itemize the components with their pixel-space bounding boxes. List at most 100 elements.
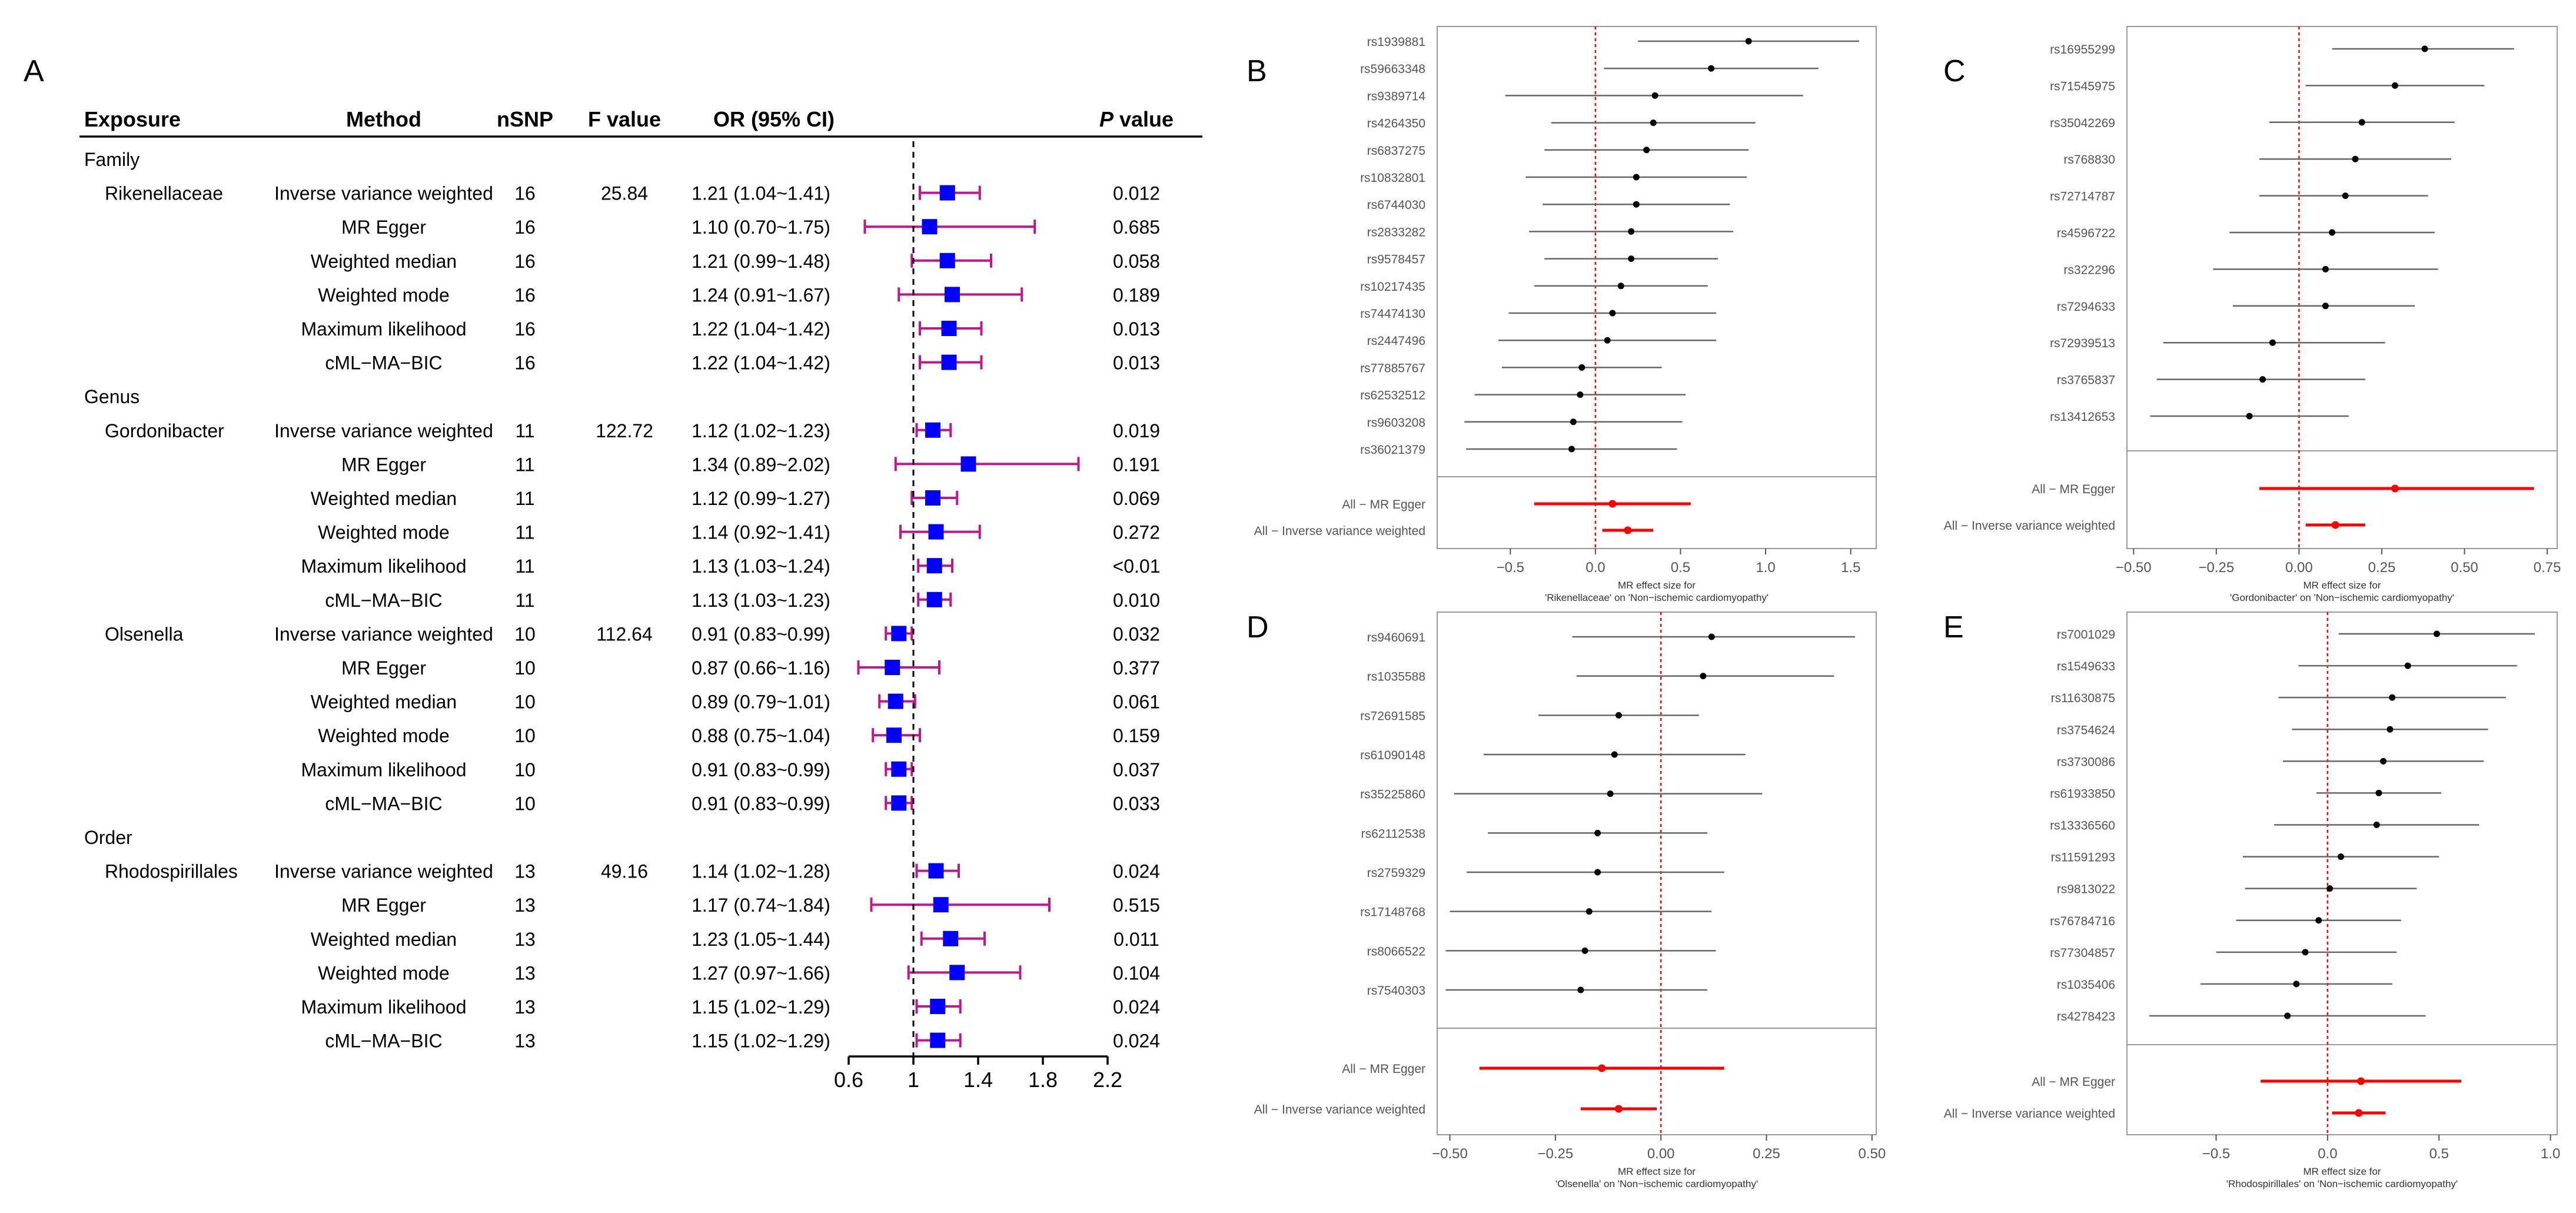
- x-tick-label: 0.0: [2318, 1146, 2337, 1162]
- summary-label: All − Inverse variance weighted: [1254, 524, 1425, 538]
- snp-point: [1611, 751, 1618, 758]
- nsnp-value: 10: [514, 623, 536, 644]
- nsnp-value: 13: [514, 996, 536, 1018]
- snp-point: [2293, 981, 2300, 988]
- or-ci-text: 1.12 (0.99~1.27): [692, 488, 830, 509]
- or-point: [891, 795, 907, 811]
- snp-label: rs9813022: [2057, 883, 2115, 896]
- snp-label: rs72714787: [2050, 190, 2115, 204]
- nsnp-value: 16: [514, 318, 536, 340]
- x-axis-title: MR effect size for: [1618, 1166, 1696, 1177]
- snp-label: rs71545975: [2050, 79, 2115, 93]
- or-ci-text: 0.88 (0.75~1.04): [692, 725, 830, 746]
- snp-label: rs17148768: [1360, 906, 1425, 919]
- x-tick-label: 2.2: [1093, 1068, 1122, 1092]
- or-point: [925, 490, 940, 506]
- header-exposure: Exposure: [84, 107, 181, 131]
- or-point: [891, 761, 907, 777]
- summary-label: All − Inverse variance weighted: [1944, 519, 2115, 533]
- method-label: Weighted mode: [318, 522, 450, 543]
- snp-point: [2391, 82, 2398, 89]
- x-tick-label: −0.25: [1537, 1146, 1573, 1162]
- snp-label: rs9389714: [1367, 89, 1426, 103]
- snp-label: rs6837275: [1367, 144, 1425, 158]
- or-point: [930, 999, 946, 1014]
- method-label: Weighted median: [311, 929, 457, 950]
- panel-a-rows: Family Rikenellaceae Inverse variance weig…: [84, 149, 1160, 1052]
- or-ci-text: 1.14 (0.92~1.41): [692, 522, 830, 543]
- summary-label: All − MR Egger: [2032, 1075, 2115, 1089]
- snp-point: [2302, 949, 2309, 956]
- header-p-italic: P: [1099, 107, 1114, 131]
- x-tick-label: −0.5: [2202, 1146, 2230, 1162]
- header-p-value: P value: [1099, 107, 1174, 131]
- method-label: Weighted median: [311, 692, 457, 713]
- nsnp-value: 11: [515, 590, 534, 611]
- snp-label: rs9603208: [1367, 416, 1425, 430]
- method-label: Weighted mode: [318, 962, 450, 983]
- or-ci-text: 1.10 (0.70~1.75): [692, 217, 830, 238]
- snp-point: [1577, 391, 1584, 398]
- snp-point: [2358, 119, 2365, 126]
- exposure-label: Olsenella: [105, 623, 184, 644]
- x-tick-label: 1: [908, 1068, 919, 1092]
- p-value: 0.033: [1113, 793, 1160, 814]
- nsnp-value: 16: [514, 284, 536, 305]
- snp-point: [1568, 446, 1575, 453]
- p-value: 0.377: [1113, 657, 1160, 679]
- x-tick-label: 0.0: [1586, 560, 1605, 576]
- exposure-label: Rhodospirillales: [105, 861, 238, 882]
- snp-point: [2386, 726, 2394, 733]
- panel-label-c: C: [1943, 54, 1966, 88]
- snp-point: [2326, 885, 2334, 892]
- snp-label: rs35042269: [2050, 117, 2115, 130]
- p-value: 0.024: [1113, 1031, 1160, 1052]
- method-label: Weighted mode: [318, 725, 450, 746]
- snp-point: [1708, 633, 1715, 640]
- header-method: Method: [346, 107, 421, 131]
- snp-point: [1643, 147, 1650, 154]
- or-point: [922, 219, 938, 235]
- method-label: cML−MA−BIC: [325, 590, 442, 611]
- or-ci-text: 1.15 (1.02~1.29): [692, 996, 830, 1018]
- x-axis-subtitle: 'Rhodospirillales' on 'Non−ischemic card…: [2226, 1178, 2458, 1189]
- exposure-label: Rikenellaceae: [105, 183, 223, 204]
- snp-point: [1607, 790, 1614, 797]
- p-value: <0.01: [1113, 556, 1161, 577]
- snp-label: rs768830: [2063, 153, 2115, 167]
- p-value: 0.032: [1113, 623, 1160, 644]
- snp-label: rs36021379: [1360, 443, 1425, 457]
- or-point: [888, 693, 903, 709]
- plot-frame: [1437, 26, 1877, 549]
- nsnp-value: 10: [514, 657, 536, 679]
- or-point: [891, 626, 907, 642]
- method-label: cML−MA−BIC: [325, 353, 442, 374]
- panel-a-forest-table: A Exposure Method nSNP F value OR (95% C…: [24, 54, 1202, 1092]
- or-point: [928, 524, 944, 540]
- or-point: [885, 660, 900, 675]
- f-value: 25.84: [601, 183, 648, 204]
- header-p-rest: value: [1114, 107, 1174, 131]
- snp-point: [2284, 1012, 2291, 1019]
- x-axis-subtitle: 'Rikenellaceae' on 'Non−ischemic cardiom…: [1545, 592, 1769, 603]
- or-ci-text: 1.12 (1.02~1.23): [692, 420, 830, 441]
- or-ci-text: 0.91 (0.83~0.99): [692, 623, 830, 644]
- p-value: 0.024: [1113, 861, 1160, 882]
- plot-frame: [2126, 612, 2558, 1135]
- p-value: 0.515: [1113, 895, 1160, 916]
- p-value: 0.685: [1113, 217, 1160, 238]
- or-ci-text: 1.22 (1.04~1.42): [692, 318, 830, 340]
- snp-point: [2259, 376, 2266, 383]
- f-value: 122.72: [596, 420, 653, 441]
- nsnp-value: 10: [514, 793, 536, 814]
- p-value: 0.024: [1113, 996, 1160, 1018]
- x-axis-title: MR effect size for: [2304, 1166, 2381, 1177]
- p-value: 0.013: [1113, 353, 1160, 374]
- or-point: [933, 897, 949, 913]
- snp-label: rs77304857: [2050, 946, 2115, 960]
- snp-point: [1609, 310, 1616, 317]
- snp-label: rs59663348: [1360, 62, 1425, 76]
- x-axis-subtitle: 'Gordonibacter' on 'Non−ischemic cardiom…: [2230, 592, 2454, 603]
- nsnp-value: 16: [514, 217, 536, 238]
